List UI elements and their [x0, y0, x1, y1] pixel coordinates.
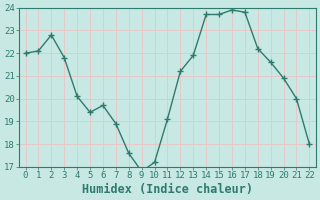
- X-axis label: Humidex (Indice chaleur): Humidex (Indice chaleur): [82, 183, 253, 196]
